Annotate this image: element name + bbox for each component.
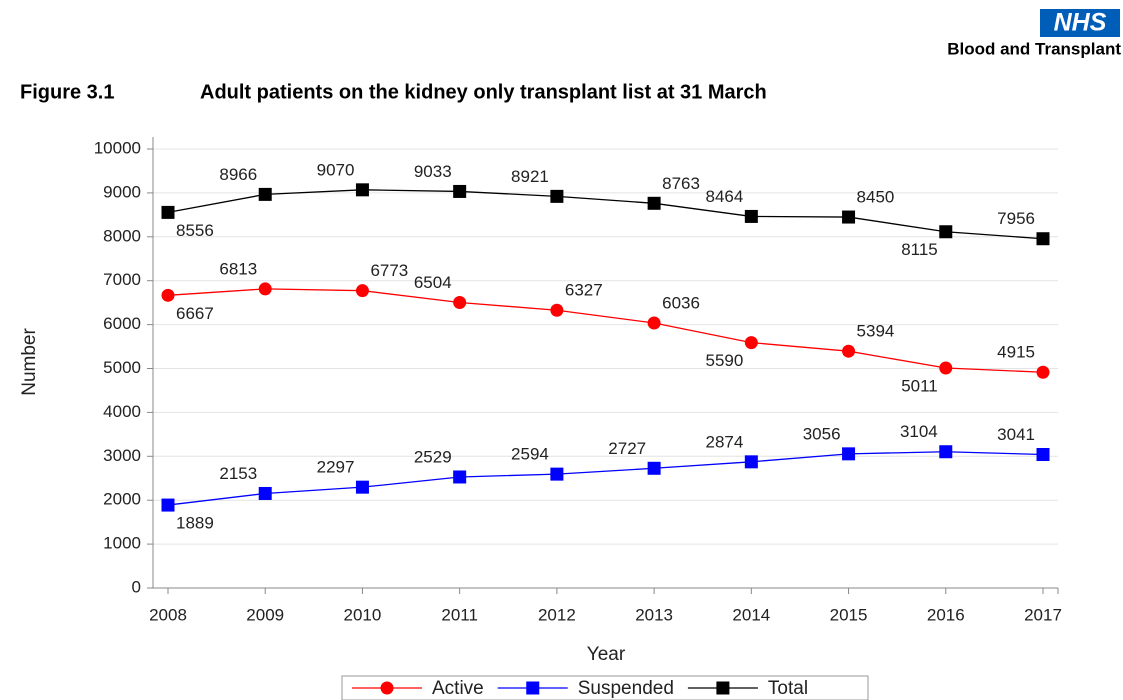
data-label: 4915 [997,343,1035,362]
x-tick-label: 2010 [344,605,382,624]
y-axis-label: Number [19,328,40,396]
marker [842,344,856,358]
marker [453,470,467,484]
marker [647,316,661,330]
x-tick-label: 2015 [830,605,868,624]
y-tick-label: 2000 [103,490,141,509]
data-label: 3056 [803,424,841,443]
data-label: 8464 [706,187,744,206]
y-tick-label: 5000 [103,358,141,377]
marker [258,187,272,201]
marker [842,210,856,224]
data-label: 2594 [511,445,549,464]
marker [453,184,467,198]
series-line [167,288,1044,373]
data-label: 8921 [511,167,549,186]
data-label: 3041 [997,425,1035,444]
marker [258,486,272,500]
marker [161,498,175,512]
legend-marker [716,681,730,695]
data-label: 6813 [219,259,257,278]
data-label: 1889 [176,514,214,533]
logo: NHS [1054,9,1107,37]
legend-label: Active [432,678,484,699]
data-label: 6504 [414,273,452,292]
data-label: 6036 [662,294,700,313]
marker [647,196,661,210]
figure-number: Figure 3.1 [20,81,114,103]
x-tick-label: 2012 [538,605,576,624]
marker [453,295,467,309]
data-label: 8115 [901,240,938,259]
marker [550,303,564,317]
y-tick-label: 7000 [103,270,141,289]
data-label: 5394 [857,322,895,341]
y-tick-label: 8000 [103,226,141,245]
legend-marker [526,681,540,695]
legend-marker [380,681,394,695]
data-label: 6667 [176,304,214,323]
organisation: Blood and Transplant [947,39,1121,58]
marker [355,480,369,494]
x-tick-label: 2011 [441,605,478,624]
y-tick-label: 4000 [103,402,141,421]
legend-label: Suspended [578,678,674,699]
marker [939,225,953,239]
marker [1036,232,1050,246]
marker [161,205,175,219]
series-line [167,189,1044,240]
x-tick-label: 2008 [149,605,187,624]
data-label: 8450 [857,188,895,207]
marker [258,282,272,296]
x-axis-label: Year [587,644,626,665]
data-label: 2727 [608,439,646,458]
legend-label: Total [768,678,808,699]
marker [550,189,564,203]
x-tick-label: 2016 [927,605,965,624]
marker [550,467,564,481]
data-label: 6773 [370,261,408,280]
data-label: 8763 [662,174,700,193]
data-label: 2874 [706,432,744,451]
marker [647,461,661,475]
data-label: 6327 [565,281,603,300]
x-tick-label: 2009 [246,605,284,624]
data-label: 3104 [900,422,938,441]
y-tick-label: 1000 [103,534,141,553]
data-label: 9033 [414,162,452,181]
data-label: 8966 [219,165,257,184]
logo-box [1040,9,1120,37]
y-tick-label: 3000 [103,446,141,465]
marker [355,183,369,197]
marker [1036,448,1050,462]
data-label: 2153 [219,464,257,483]
data-label: 2297 [317,458,355,477]
marker [1036,365,1050,379]
series-line [167,451,1044,506]
data-label: 2529 [414,447,452,466]
x-tick-label: 2013 [635,605,673,624]
marker [355,284,369,298]
data-label: 9070 [317,160,355,179]
y-tick-label: 0 [132,577,141,596]
marker [939,445,953,459]
data-label: 8556 [176,221,214,240]
data-label: 7956 [997,209,1035,228]
x-tick-label: 2014 [732,605,770,624]
x-tick-label: 2017 [1024,605,1062,624]
marker [744,455,758,469]
marker [744,336,758,350]
y-tick-label: 10000 [94,138,141,157]
y-tick-label: 9000 [103,182,141,201]
marker [939,361,953,375]
data-label: 5590 [706,351,744,370]
data-label: 5011 [901,377,938,396]
legend-box [341,675,869,700]
chart-title: Adult patients on the kidney only transp… [200,81,767,103]
marker [744,209,758,223]
marker [161,288,175,302]
marker [842,447,856,461]
y-tick-label: 6000 [103,314,141,333]
